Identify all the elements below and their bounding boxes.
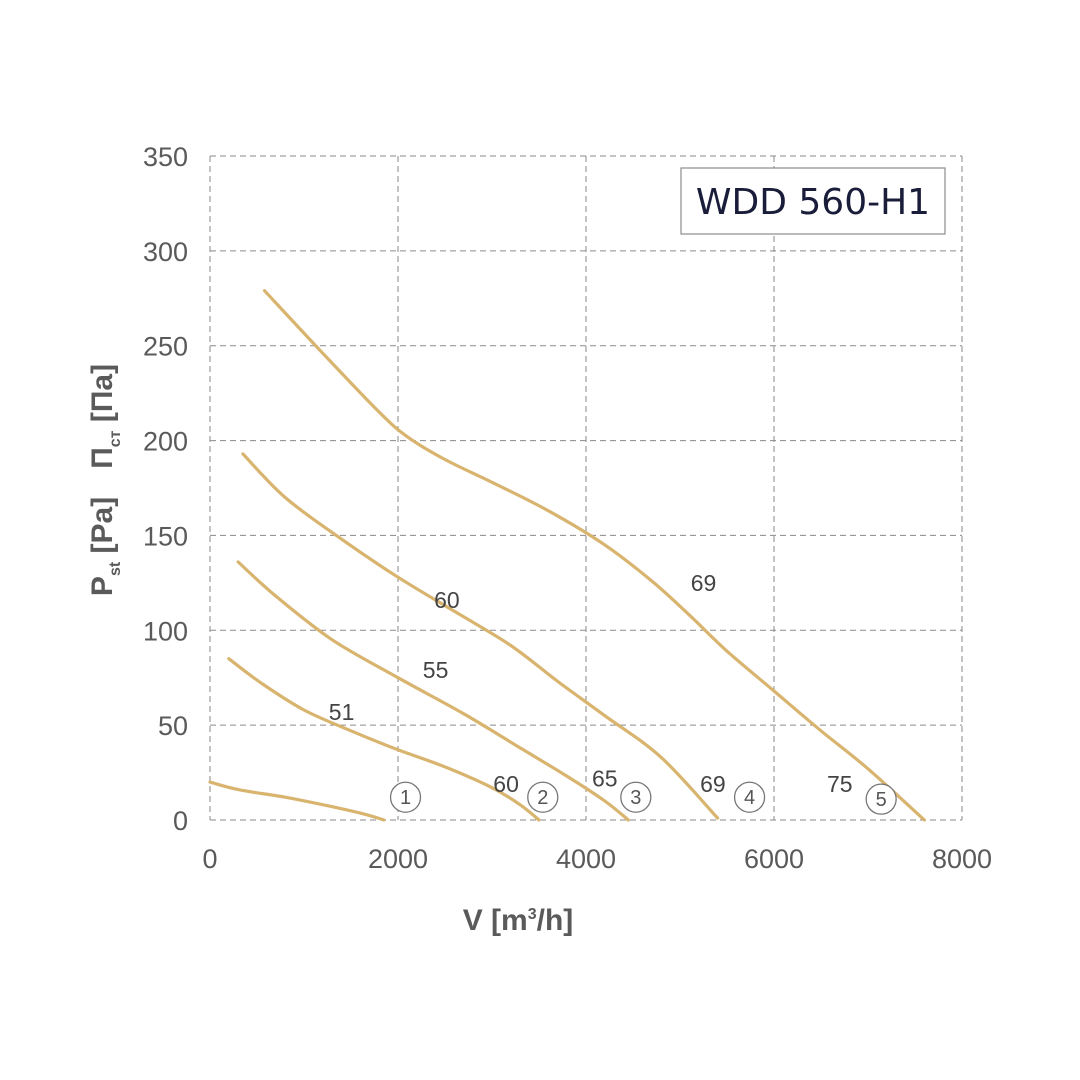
curve-value-label: 69 [700,771,726,797]
curve-number-marker: 2 [527,781,559,813]
x-tick-label: 6000 [744,844,804,874]
x-tick-label: 2000 [368,844,428,874]
marker-number: 4 [744,787,755,809]
y-tick-label: 300 [143,237,188,267]
marker-circle [865,783,897,815]
marker-number: 3 [630,787,641,809]
curves [208,289,926,822]
curve-value-label: 65 [592,765,618,791]
y-tick-label: 200 [143,427,188,457]
annotations: 51 60 55 69 60 65 69 75 [329,570,853,797]
marker-number: 5 [876,789,887,811]
x-tick-label: 8000 [932,844,992,874]
x-axis-title: V [m3/h] [463,904,574,937]
performance-curve-2 [227,657,541,822]
performance-curve-3 [236,560,630,822]
x-tick-label: 4000 [556,844,616,874]
y-tick-label: 250 [143,332,188,362]
curve-value-label: 69 [691,570,717,596]
marker-circle [389,781,422,813]
y-tick-label: 350 [143,142,188,172]
curve-value-label: 51 [329,699,355,725]
tick-labels: 0 2000 4000 6000 8000 0 50 100 150 200 250 300 350 [143,142,992,874]
model-title-box: WDD 560-H1 [680,167,946,235]
marker-number: 1 [400,787,411,809]
performance-curve-1 [208,780,386,822]
title-frame [680,167,946,235]
marker-circle [620,781,652,813]
y-tick-label: 100 [143,616,188,646]
y-tick-label: 50 [158,711,188,741]
y-tick-label: 0 [173,806,188,836]
performance-curve-5 [262,289,926,822]
y-axis-title: Pst [Pa]Пст [Па] [86,364,124,596]
chart-title: WDD 560-H1 [696,182,930,223]
curve-number-marker: 1 [389,781,422,813]
curve-markers: 1 2 3 4 5 [389,781,897,815]
curve-number-marker: 5 [865,783,897,815]
curve-value-label: 55 [423,657,449,683]
marker-circle [527,781,559,813]
curve-number-marker: 3 [620,781,652,813]
marker-circle [733,781,766,813]
curve-number-marker: 4 [733,781,766,813]
curve-value-label: 60 [434,587,460,613]
marker-number: 2 [537,787,548,809]
curve-value-label: 60 [493,771,519,797]
performance-curve-4 [241,452,720,820]
y-tick-label: 150 [143,521,188,551]
grid [209,155,963,821]
curve-value-label: 75 [827,771,853,797]
x-tick-label: 0 [202,844,217,874]
